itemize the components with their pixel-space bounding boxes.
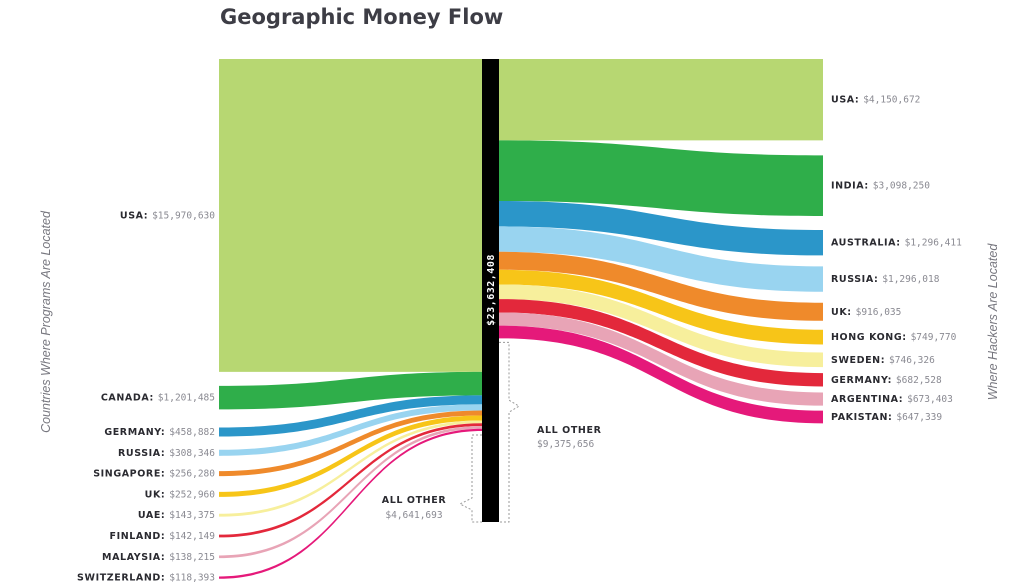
left-label-value: $308,346 — [169, 447, 215, 458]
right-axis-label: Where Hackers Are Located — [986, 243, 1000, 401]
right-label-value: $916,035 — [856, 306, 902, 317]
left-label-name: FINLAND: — [110, 531, 170, 542]
left-label-value: $15,970,630 — [152, 210, 215, 221]
right-label-value: $1,296,411 — [905, 237, 962, 248]
left-label-name: CANADA: — [101, 392, 158, 403]
right-label-india: INDIA: $3,098,250 — [831, 180, 930, 191]
right-label-value: $3,098,250 — [873, 180, 930, 191]
left-label-malaysia: MALAYSIA: $138,215 — [102, 551, 215, 562]
left-label-switzerland: SWITZERLAND: $118,393 — [77, 572, 215, 583]
right-flow-argentina — [499, 312, 823, 406]
right-label-australia: AUSTRALIA: $1,296,411 — [831, 237, 962, 248]
left-flow-germany — [219, 395, 482, 437]
right-label-germany: GERMANY: $682,528 — [831, 374, 942, 385]
left-flow-uk — [219, 415, 482, 497]
right-other-bracket — [499, 341, 520, 523]
left-label-uae: UAE: $143,375 — [138, 510, 215, 521]
right-flow-pakistan — [499, 325, 823, 424]
right-label-russia: RUSSIA: $1,296,018 — [831, 274, 940, 285]
right-label-hong-kong: HONG KONG: $749,770 — [831, 332, 957, 343]
right-flow-india — [499, 140, 823, 217]
right-label-name: USA: — [831, 94, 863, 105]
total-bar — [482, 59, 499, 522]
left-flow-uae — [219, 420, 482, 517]
right-label-value: $682,528 — [896, 374, 942, 385]
right-flow-usa — [499, 59, 823, 141]
right-label-uk: UK: $916,035 — [831, 306, 901, 317]
right-label-pakistan: PAKISTAN: $647,339 — [831, 411, 942, 422]
left-label-name: SWITZERLAND: — [77, 572, 169, 583]
right-flow-australia — [499, 201, 823, 256]
right-flows — [499, 59, 823, 424]
left-label-value: $1,201,485 — [158, 392, 215, 403]
right-label-name: AUSTRALIA: — [831, 237, 905, 248]
left-label-name: GERMANY: — [104, 427, 169, 438]
left-flow-russia — [219, 404, 482, 456]
left-flow-usa — [219, 59, 482, 372]
left-label-name: RUSSIA: — [118, 447, 169, 458]
right-label-value: $647,339 — [896, 411, 942, 422]
right-flow-uk — [499, 251, 823, 321]
right-flow-sweden — [499, 284, 823, 368]
right-label-value: $4,150,672 — [863, 94, 920, 105]
left-label-name: SINGAPORE: — [93, 468, 169, 479]
left-flow-malaysia — [219, 426, 482, 559]
left-label-uk: UK: $252,960 — [145, 489, 216, 500]
left-label-name: UAE: — [138, 510, 169, 521]
right-flow-russia — [499, 226, 823, 292]
right-label-argentina: ARGENTINA: $673,403 — [831, 394, 953, 405]
node-labels: USA: $15,970,630 CANADA: $1,201,485 GERMAN… — [77, 94, 962, 583]
left-other-value: $4,641,693 — [385, 510, 442, 521]
left-label-russia: RUSSIA: $308,346 — [118, 447, 215, 458]
right-label-name: ARGENTINA: — [831, 394, 907, 405]
right-flow-hong-kong — [499, 269, 823, 345]
right-label-usa: USA: $4,150,672 — [831, 94, 920, 105]
right-label-value: $1,296,018 — [882, 274, 939, 285]
left-label-canada: CANADA: $1,201,485 — [101, 392, 215, 403]
left-label-value: $256,280 — [169, 468, 215, 479]
left-label-usa: USA: $15,970,630 — [120, 210, 215, 221]
left-label-singapore: SINGAPORE: $256,280 — [93, 468, 215, 479]
left-other-name: ALL OTHER — [382, 495, 447, 506]
right-label-name: SWEDEN: — [831, 354, 889, 365]
left-label-value: $143,375 — [169, 510, 215, 521]
left-label-name: MALAYSIA: — [102, 551, 169, 562]
left-label-finland: FINLAND: $142,149 — [110, 531, 216, 542]
left-other-bracket — [458, 434, 482, 523]
right-label-value: $673,403 — [907, 394, 953, 405]
all-other-brackets — [458, 341, 520, 523]
left-label-value: $142,149 — [169, 531, 215, 542]
left-flow-singapore — [219, 410, 482, 477]
left-axis-label: Countries Where Programs Are Located — [39, 210, 53, 433]
right-label-name: INDIA: — [831, 180, 873, 191]
left-label-value: $118,393 — [169, 572, 215, 583]
right-label-name: UK: — [831, 306, 856, 317]
left-label-value: $458,882 — [169, 427, 215, 438]
left-flow-switzerland — [219, 428, 482, 579]
right-label-sweden: SWEDEN: $746,326 — [831, 354, 935, 365]
right-flow-germany — [499, 299, 823, 387]
left-flows — [219, 59, 482, 579]
right-label-name: PAKISTAN: — [831, 411, 896, 422]
right-label-value: $749,770 — [911, 332, 957, 343]
right-other-value: $9,375,656 — [537, 439, 594, 450]
left-flow-canada — [219, 371, 482, 410]
right-label-name: HONG KONG: — [831, 332, 911, 343]
total-label: $23,632,408 — [486, 254, 497, 326]
left-label-value: $252,960 — [169, 489, 215, 500]
left-label-value: $138,215 — [169, 551, 215, 562]
right-label-name: RUSSIA: — [831, 274, 882, 285]
left-label-name: USA: — [120, 210, 152, 221]
right-label-value: $746,326 — [889, 354, 935, 365]
left-label-name: UK: — [145, 489, 170, 500]
right-other-name: ALL OTHER — [537, 425, 602, 436]
left-flow-finland — [219, 423, 482, 538]
chart-title: Geographic Money Flow — [220, 5, 503, 29]
left-label-germany: GERMANY: $458,882 — [104, 427, 215, 438]
right-label-name: GERMANY: — [831, 374, 896, 385]
